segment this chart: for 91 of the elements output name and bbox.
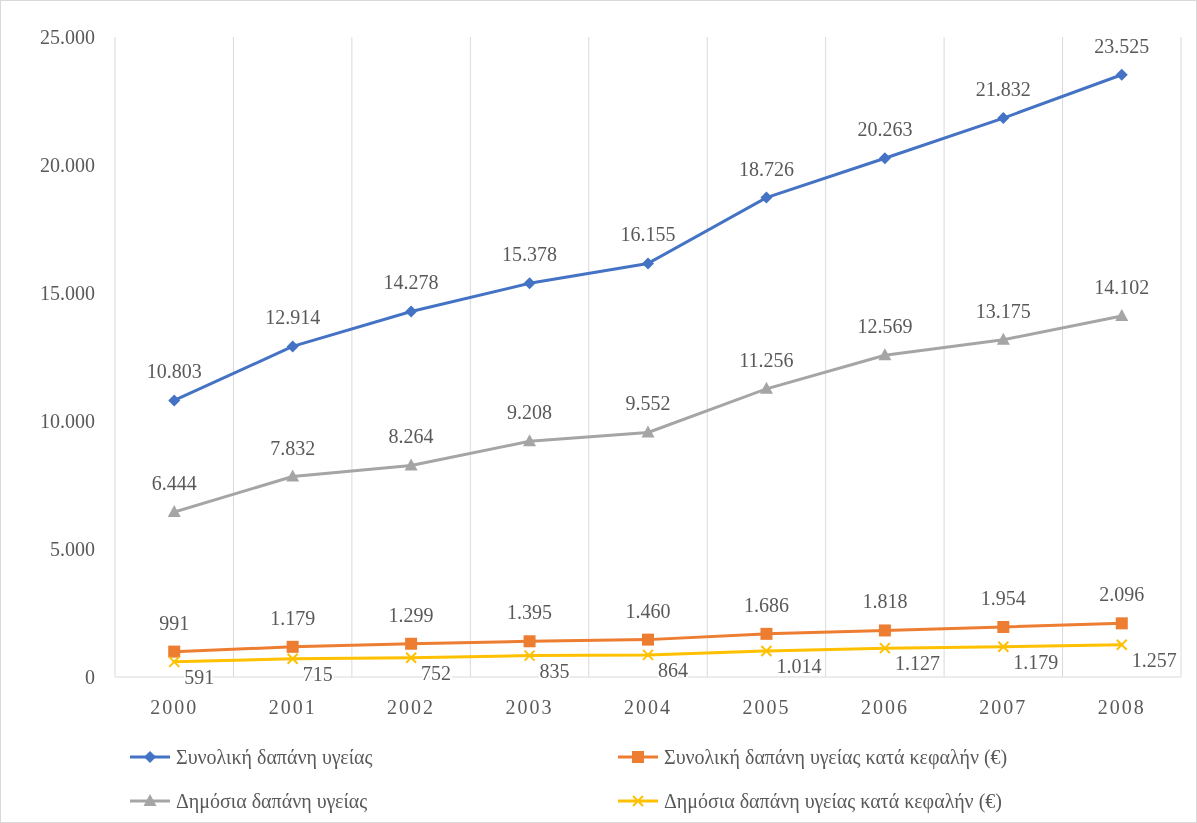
data-label: 15.378 <box>502 243 558 266</box>
data-label: 1.127 <box>894 652 940 675</box>
point <box>878 348 892 361</box>
data-label: 14.102 <box>1094 275 1150 298</box>
point <box>286 340 299 353</box>
y-tick-label: 10.000 <box>40 410 95 432</box>
data-label: 10.803 <box>146 360 202 383</box>
point <box>286 469 300 482</box>
x-tick-label: 2006 <box>860 696 909 718</box>
point <box>760 645 773 658</box>
point <box>642 257 654 270</box>
point <box>1115 638 1128 651</box>
y-tick-label: 25.000 <box>40 26 95 48</box>
data-label: 14.278 <box>383 271 439 294</box>
data-label: 1.818 <box>862 590 908 613</box>
data-label: 1.257 <box>1131 648 1177 671</box>
point <box>167 505 181 518</box>
data-label: 752 <box>421 661 452 684</box>
data-label: 1.179 <box>270 606 316 629</box>
point <box>1115 68 1128 81</box>
data-label: 16.155 <box>620 223 676 246</box>
point <box>405 637 418 650</box>
x-tick-label: 2000 <box>150 696 199 718</box>
x-tick-label: 2003 <box>505 696 554 718</box>
point <box>1115 617 1128 630</box>
point <box>878 642 891 655</box>
point <box>878 152 891 165</box>
point <box>759 381 773 394</box>
data-label: 1.395 <box>507 601 553 624</box>
data-label: 991 <box>159 611 190 634</box>
data-label: 1.954 <box>980 586 1026 609</box>
point <box>523 434 537 447</box>
point <box>878 624 891 637</box>
data-label: 2.096 <box>1099 583 1145 606</box>
point <box>286 640 299 653</box>
x-tick-label: 2008 <box>1097 696 1146 718</box>
point <box>760 627 773 640</box>
point <box>642 648 654 661</box>
x-tick-label: 2002 <box>387 696 436 718</box>
data-label: 7.832 <box>270 436 316 459</box>
point <box>997 112 1010 125</box>
point <box>642 633 654 646</box>
point <box>996 332 1010 345</box>
x-tick-label: 2007 <box>979 696 1028 718</box>
data-label: 12.569 <box>857 315 913 338</box>
point <box>1115 308 1129 321</box>
legend-label: Δημόσια δαπάνη υγείας κατά κεφαλήν (€) <box>664 790 1002 813</box>
data-label: 11.256 <box>739 348 794 371</box>
point <box>997 620 1010 633</box>
data-label: 1.299 <box>388 603 434 626</box>
data-label: 12.914 <box>265 306 321 329</box>
x-tick-label: 2001 <box>268 696 317 718</box>
data-label: 13.175 <box>975 299 1031 322</box>
data-label: 9.208 <box>507 401 553 424</box>
data-label: 18.726 <box>738 157 794 180</box>
point <box>405 651 418 664</box>
point <box>641 425 655 438</box>
legend-label: Συνολική δαπάνη υγείας κατά κεφαλήν (€) <box>664 746 1008 769</box>
point <box>168 655 181 668</box>
data-label: 1.460 <box>625 599 671 622</box>
point <box>523 649 536 662</box>
data-label: 715 <box>302 662 333 685</box>
x-tick-label: 2004 <box>624 696 672 718</box>
legend-label: Δημόσια δαπάνη υγείας <box>176 790 368 813</box>
y-tick-label: 0 <box>85 666 95 688</box>
point <box>404 458 418 471</box>
y-tick-label: 5.000 <box>50 538 95 560</box>
data-label: 835 <box>539 659 570 682</box>
data-label: 591 <box>184 665 215 688</box>
x-tick-label: 2005 <box>742 696 791 718</box>
data-label: 9.552 <box>625 392 671 415</box>
point <box>168 645 181 658</box>
data-label: 1.014 <box>776 655 822 678</box>
point <box>286 652 299 665</box>
data-label: 20.263 <box>857 118 913 141</box>
legend-label: Συνολική δαπάνη υγείας <box>176 746 373 769</box>
data-label: 8.264 <box>388 425 434 448</box>
data-label: 864 <box>658 658 688 681</box>
data-label: 21.832 <box>975 78 1031 101</box>
data-label: 23.525 <box>1094 34 1150 57</box>
point <box>760 191 773 204</box>
point <box>405 305 418 318</box>
point <box>997 640 1010 653</box>
y-tick-label: 15.000 <box>40 282 95 304</box>
data-label: 6.444 <box>151 472 197 495</box>
data-label: 1.686 <box>743 593 789 616</box>
point <box>168 394 181 407</box>
data-label: 1.179 <box>1013 650 1059 673</box>
point <box>523 277 536 290</box>
y-tick-label: 20.000 <box>40 154 95 176</box>
point <box>523 635 536 648</box>
